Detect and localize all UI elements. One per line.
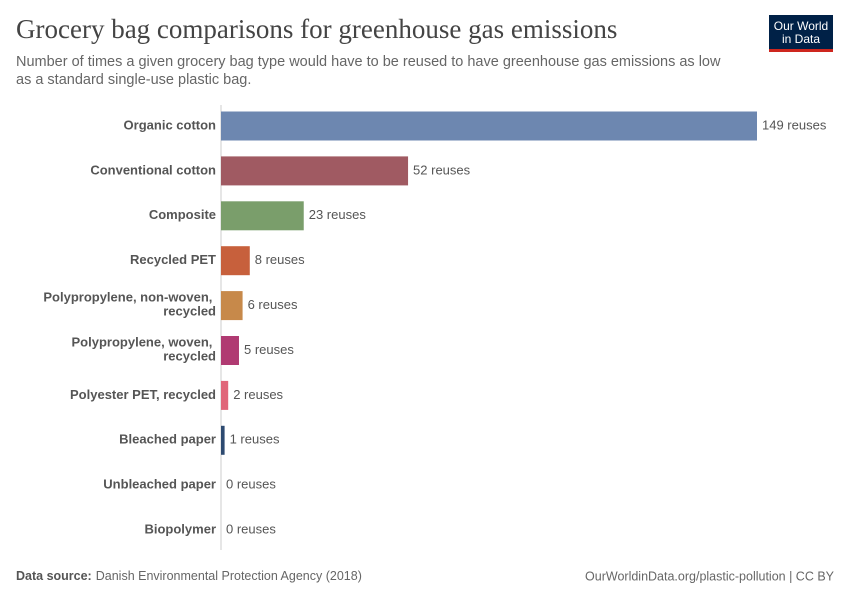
bar xyxy=(221,111,757,141)
value-label: 1 reuses xyxy=(230,432,280,447)
bar xyxy=(221,291,243,321)
source-text: Danish Environmental Protection Agency (… xyxy=(96,569,362,583)
value-label: 52 reuses xyxy=(413,162,471,177)
value-label: 149 reuses xyxy=(762,117,827,132)
value-label: 2 reuses xyxy=(233,387,283,402)
footer-url: OurWorldinData.org/plastic-pollution | C… xyxy=(585,569,835,583)
category-label: Unbleached paper xyxy=(103,477,216,492)
category-label: Recycled PET xyxy=(130,252,216,267)
bar xyxy=(221,425,225,455)
bar xyxy=(221,380,229,410)
bar xyxy=(221,201,304,231)
category-label: Polypropylene, non-woven, recycled xyxy=(43,290,216,319)
value-label: 8 reuses xyxy=(255,252,305,267)
bar xyxy=(221,246,250,276)
logo-text: Our World xyxy=(774,19,828,33)
logo: Our World in Data xyxy=(769,15,833,52)
category-label: Composite xyxy=(149,207,216,222)
value-label: 0 reuses xyxy=(226,477,276,492)
bar xyxy=(221,156,409,186)
logo-text: in Data xyxy=(782,32,820,46)
category-label: Bleached paper xyxy=(119,432,216,447)
source: Data source: Danish Environmental Protect… xyxy=(16,569,362,583)
category-label: Polyester PET, recycled xyxy=(70,387,216,402)
value-label: 5 reuses xyxy=(244,342,294,357)
category-label: Biopolymer xyxy=(144,522,216,537)
value-label: 23 reuses xyxy=(309,207,367,222)
category-label: Organic cotton xyxy=(124,117,217,132)
logo-stripe xyxy=(769,49,833,52)
value-label: 6 reuses xyxy=(248,297,298,312)
category-label: Conventional cotton xyxy=(90,162,216,177)
category-label: Polypropylene, woven, recycled xyxy=(72,335,217,364)
bar xyxy=(221,336,239,365)
chart-title: Grocery bag comparisons for greenhouse g… xyxy=(16,14,617,44)
value-label: 0 reuses xyxy=(226,522,276,537)
chart-subtitle: Number of times a given grocery bag type… xyxy=(16,54,724,88)
logo-box xyxy=(769,15,833,52)
source-label: Data source: xyxy=(16,569,92,583)
